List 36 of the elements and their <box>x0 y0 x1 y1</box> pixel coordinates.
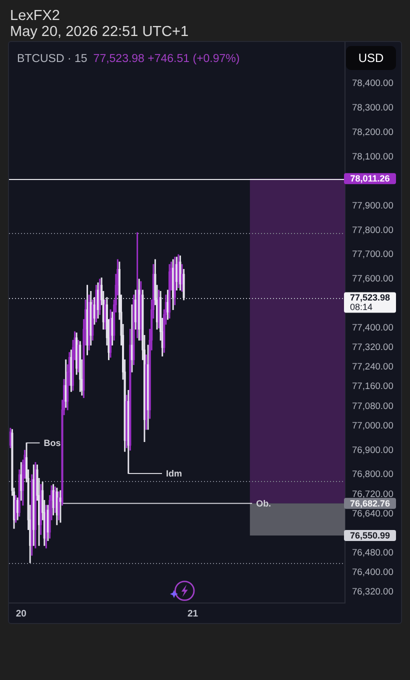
band-label: 76,550.99 <box>350 530 390 541</box>
y-axis-title: USD <box>346 46 396 70</box>
series-label: Ob. <box>256 498 272 508</box>
y-tick-label: 77,700.00 <box>352 249 394 260</box>
x-tick-label: 21 <box>187 608 199 620</box>
text: 77,523.98 +746.51 (+0.97%) <box>93 53 240 65</box>
y-tick-label: 76,720.00 <box>352 488 394 499</box>
series-label: Idm <box>166 468 182 478</box>
y-tick-label: 76,400.00 <box>352 567 394 578</box>
band-label: 76,682.76 <box>350 498 390 508</box>
y-tick-label: 78,100.00 <box>352 151 394 162</box>
y-tick-label: 78,300.00 <box>352 102 394 113</box>
text: LexFX2 <box>10 8 60 25</box>
y-tick-label: 77,000.00 <box>352 420 394 430</box>
y-tick-label: 76,640.00 <box>352 508 394 518</box>
y-tick-label: 77,900.00 <box>352 200 394 210</box>
y-tick-label: 76,320.00 <box>352 586 394 597</box>
y-tick-label: 77,160.00 <box>352 381 394 392</box>
text: BTCUSD · 15 <box>17 53 88 65</box>
y-tick-label: 78,200.00 <box>352 127 394 138</box>
y-tick-label: 77,400.00 <box>352 322 394 333</box>
series-label: Bos <box>44 438 61 448</box>
y-tick-label: 77,080.00 <box>352 400 394 411</box>
ref-line-label: 77,523.98 <box>350 292 390 303</box>
y-tick-label: 76,800.00 <box>352 469 394 480</box>
y-tick-label: 77,800.00 <box>352 224 394 235</box>
y-tick-label: 77,600.00 <box>352 274 394 284</box>
text: May 20, 2026 22:51 UTC+1 <box>10 24 189 41</box>
y-tick-label: 76,900.00 <box>352 444 394 455</box>
ref-line-label: 78,011.26 <box>350 174 390 184</box>
y-tick-label: 76,480.00 <box>352 547 394 558</box>
y-tick-label: 78,400.00 <box>352 78 394 88</box>
y-tick-label: 77,240.00 <box>352 362 394 372</box>
text: 08:14 <box>350 302 373 312</box>
y-tick-label: 77,320.00 <box>352 342 394 352</box>
x-tick-label: 20 <box>16 608 26 620</box>
